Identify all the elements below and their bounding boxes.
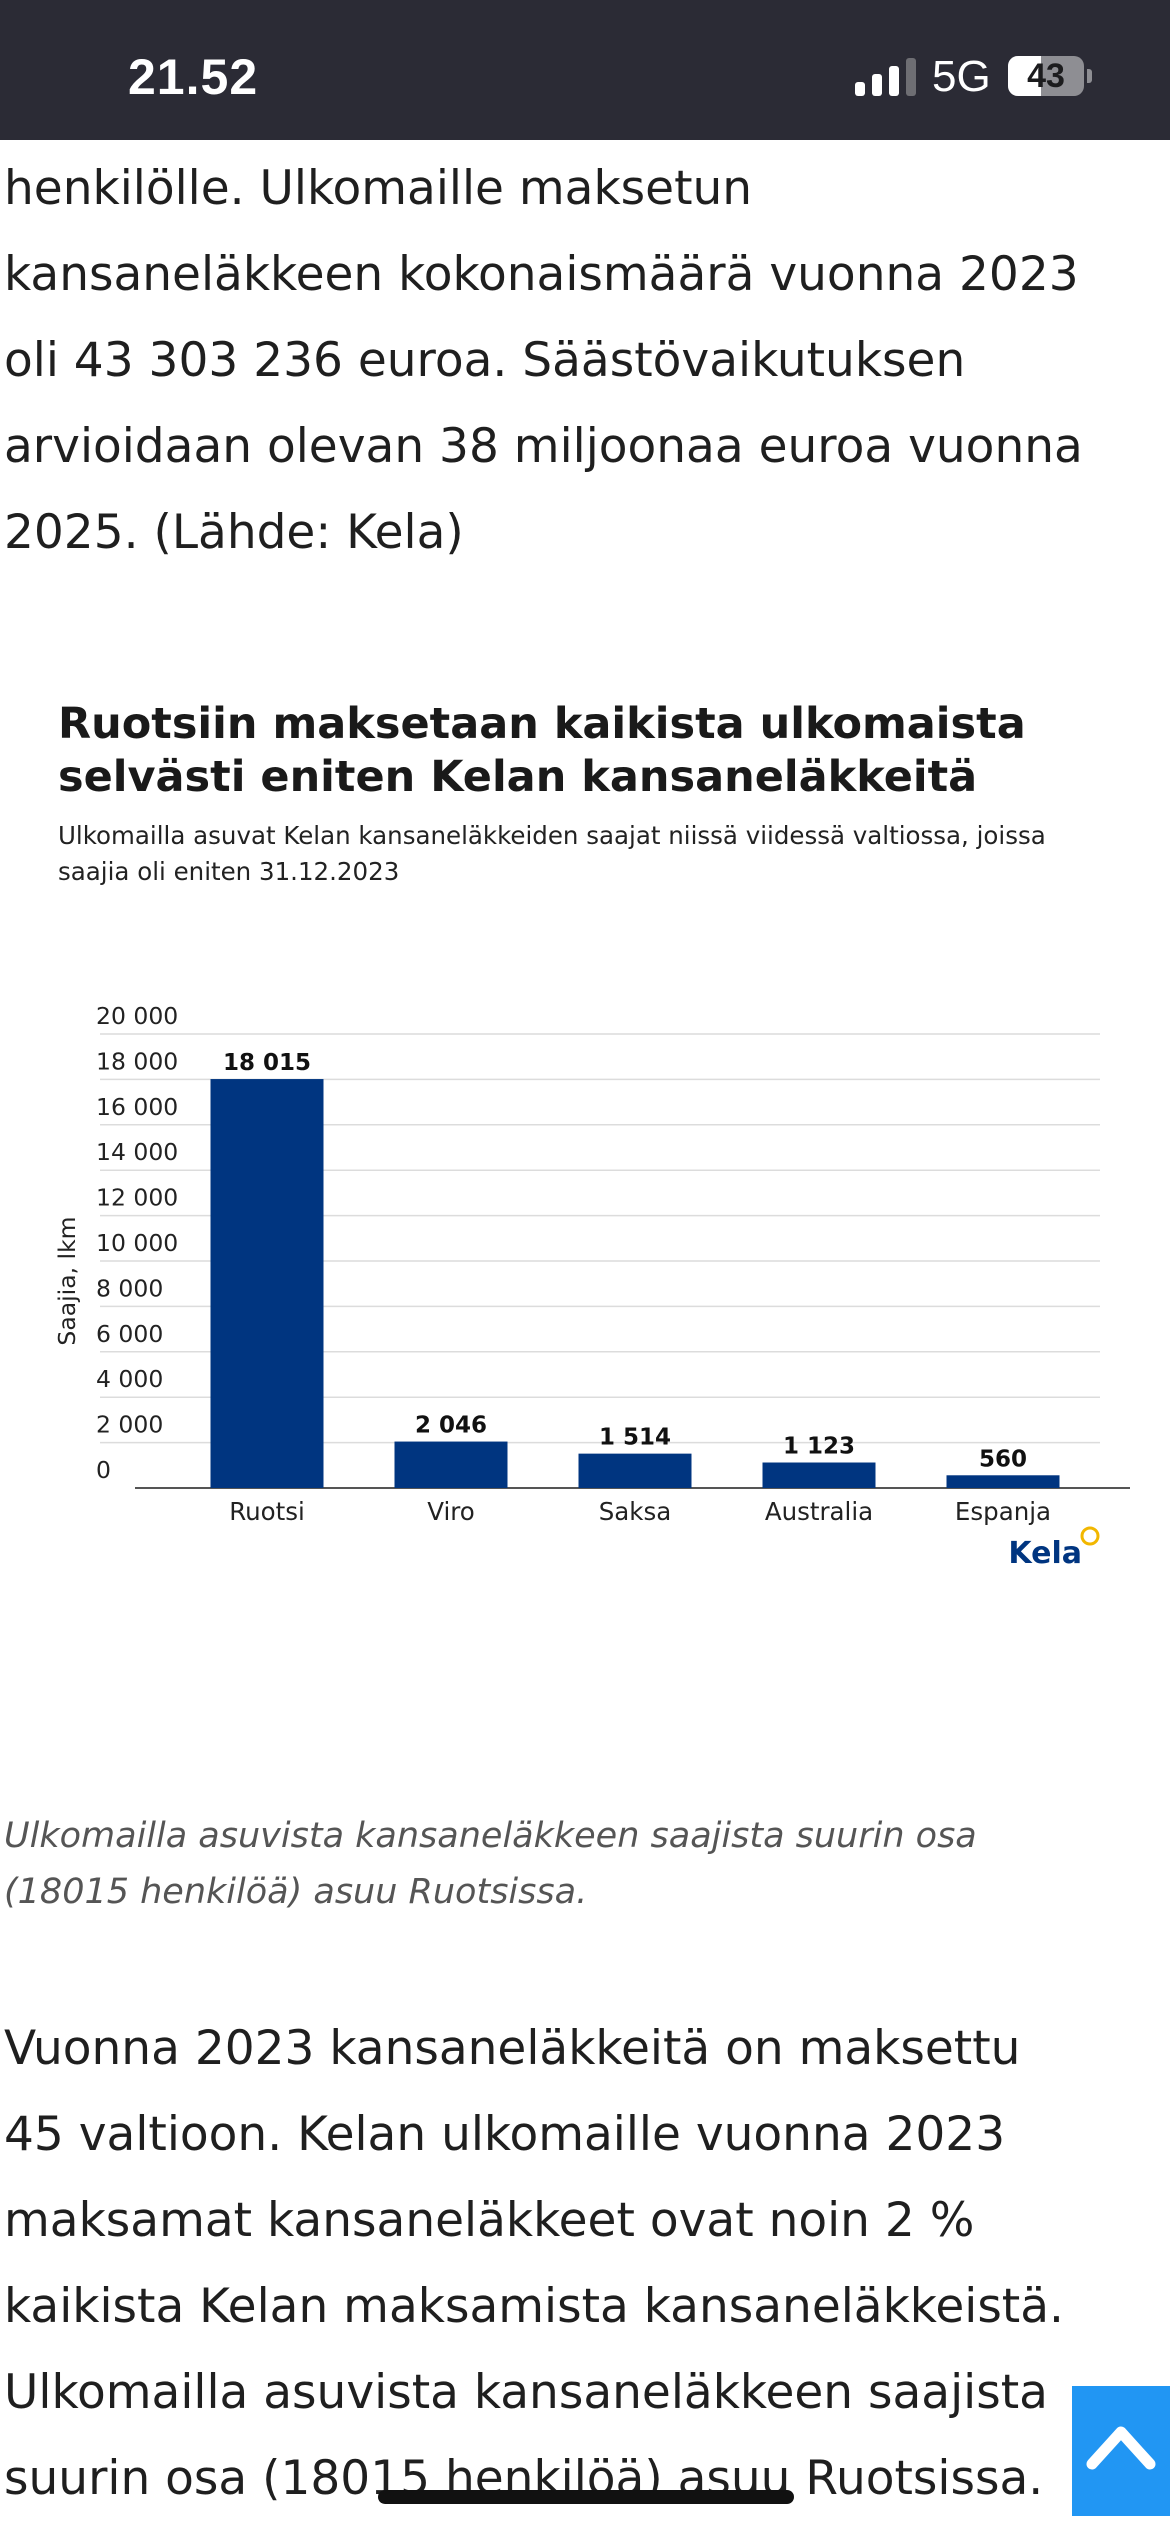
text-line: henkilölle. Ulkomaille maksetun (4, 161, 753, 216)
home-indicator (378, 2490, 794, 2504)
x-tick-label: Espanja (955, 1497, 1051, 1526)
x-tick-label: Saksa (599, 1497, 672, 1526)
caption-line: (18015 henkilöä) asuu Ruotsissa. (4, 1872, 588, 1912)
x-tick-label: Australia (765, 1497, 873, 1526)
status-bar: 21.52 5G 43 (0, 0, 1170, 140)
y-tick-label: 16 000 (96, 1093, 178, 1121)
battery-icon: 43 (1008, 56, 1084, 96)
y-tick-label: 14 000 (96, 1138, 178, 1166)
y-tick-label: 8 000 (96, 1274, 163, 1302)
text-line: maksamat kansaneläkkeet ovat noin 2 % (4, 2193, 975, 2248)
y-tick-label: 10 000 (96, 1229, 178, 1257)
scroll-to-top-button[interactable] (1072, 2386, 1170, 2516)
battery-fill (1008, 56, 1041, 96)
text-line: 2025. (Lähde: Kela) (4, 505, 464, 560)
text-line: arvioidaan olevan 38 miljoonaa euroa vuo… (4, 419, 1083, 474)
bar-value-label: 2 046 (415, 1413, 487, 1439)
chart-subtitle-line: saajia oli eniten 31.12.2023 (58, 857, 400, 886)
battery-tip (1087, 69, 1092, 83)
chart-title-line: Ruotsiin maksetaan kaikista ulkomaista (58, 699, 1026, 749)
bar-chart: 0 2 000 4 000 6 000 8 000 10 000 12 000 14 000 1… (53, 1002, 1130, 1571)
y-tick-label: 18 000 (96, 1047, 178, 1075)
article-paragraph-2: Vuonna 2023 kansaneläkkeitä on maksettu … (4, 2006, 1164, 2522)
bar (578, 1453, 692, 1488)
text-line: Vuonna 2023 kansaneläkkeitä on maksettu (4, 2021, 1021, 2076)
y-tick-label: 0 (96, 1456, 111, 1484)
text-line: 45 valtioon. Kelan ulkomaille vuonna 202… (4, 2107, 1006, 2162)
bar-value-label: 18 015 (223, 1050, 311, 1076)
text-line: Ulkomailla asuvista kansaneläkkeen saaji… (4, 2365, 1048, 2420)
y-tick-label: 4 000 (96, 1365, 163, 1393)
y-tick-label: 12 000 (96, 1184, 178, 1212)
status-time: 21.52 (128, 49, 259, 105)
text-line: suurin osa (18015 henkilöä) asuu Ruotsis… (4, 2451, 1044, 2506)
chart-subtitle: Ulkomailla asuvat Kelan kansaneläkkeiden… (58, 818, 1118, 890)
chart-title-line: selvästi eniten Kelan kansaneläkkeitä (58, 752, 978, 802)
text-line: oli 43 303 236 euroa. Säästövaikutuksen (4, 333, 966, 388)
bar-value-label: 560 (979, 1446, 1027, 1472)
network-type: 5G (932, 52, 991, 101)
bar (210, 1079, 324, 1488)
bar (394, 1441, 508, 1488)
figure-caption: Ulkomailla asuvista kansaneläkkeen saaji… (4, 1808, 1164, 1920)
y-axis-label: Saajia, lkm (53, 1216, 81, 1345)
kela-logo-mark (1080, 1526, 1100, 1546)
kela-logo: Kela (1008, 1536, 1082, 1571)
signal-strength-icon (855, 58, 916, 96)
text-line: kansaneläkkeen kokonaismäärä vuonna 2023 (4, 247, 1079, 302)
battery-level: 43 (1027, 57, 1065, 95)
chart-title: Ruotsiin maksetaan kaikista ulkomaista s… (58, 698, 1118, 804)
bar-value-label: 1 514 (599, 1425, 671, 1451)
bar (762, 1462, 876, 1488)
x-tick-label: Ruotsi (229, 1497, 305, 1526)
y-tick-label: 6 000 (96, 1320, 163, 1348)
caption-line: Ulkomailla asuvista kansaneläkkeen saaji… (4, 1816, 977, 1856)
x-tick-label: Viro (427, 1497, 475, 1526)
chart-subtitle-line: Ulkomailla asuvat Kelan kansaneläkkeiden… (58, 821, 1046, 850)
bar (946, 1475, 1060, 1488)
chevron-up-icon (1086, 2426, 1156, 2470)
chart-figure: Ruotsiin maksetaan kaikista ulkomaista s… (40, 690, 1130, 1770)
y-tick-label: 20 000 (96, 1002, 178, 1030)
text-line: kaikista Kelan maksamista kansaneläkkeis… (4, 2279, 1064, 2334)
y-tick-label: 2 000 (96, 1411, 163, 1439)
article-paragraph-1: henkilölle. Ulkomaille maksetun kansanel… (4, 146, 1164, 576)
bar-value-label: 1 123 (783, 1434, 855, 1460)
